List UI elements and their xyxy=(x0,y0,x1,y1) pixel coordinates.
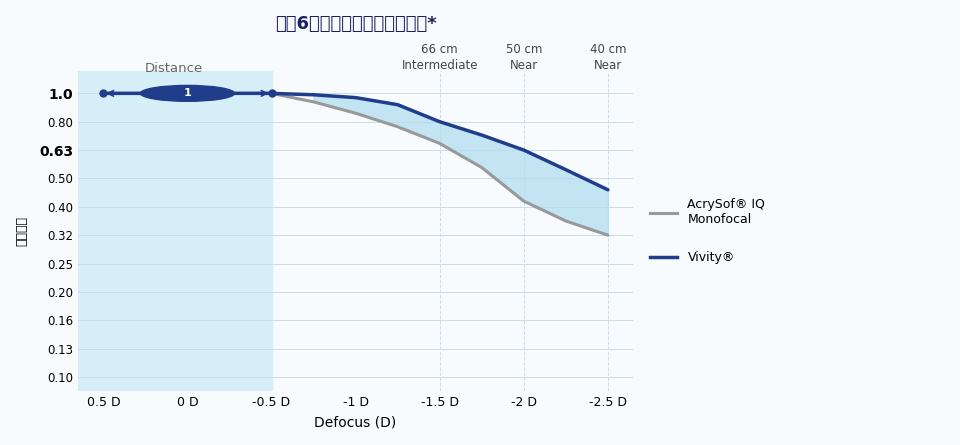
Bar xyxy=(78,71,272,391)
Title: 術後6か月両眼遠方矯正下視力*: 術後6か月両眼遠方矯正下視力* xyxy=(275,15,437,33)
X-axis label: Defocus (D): Defocus (D) xyxy=(315,416,396,430)
Text: 40 cm
Near: 40 cm Near xyxy=(589,43,626,72)
Y-axis label: 小数視力: 小数視力 xyxy=(15,216,28,246)
Text: 1: 1 xyxy=(183,89,191,98)
Text: 50 cm
Near: 50 cm Near xyxy=(506,43,542,72)
Text: Distance: Distance xyxy=(145,62,204,75)
Text: 66 cm
Intermediate: 66 cm Intermediate xyxy=(401,43,478,72)
Circle shape xyxy=(140,85,234,101)
Legend: AcrySof® IQ
Monofocal, Vivity®: AcrySof® IQ Monofocal, Vivity® xyxy=(645,193,770,269)
